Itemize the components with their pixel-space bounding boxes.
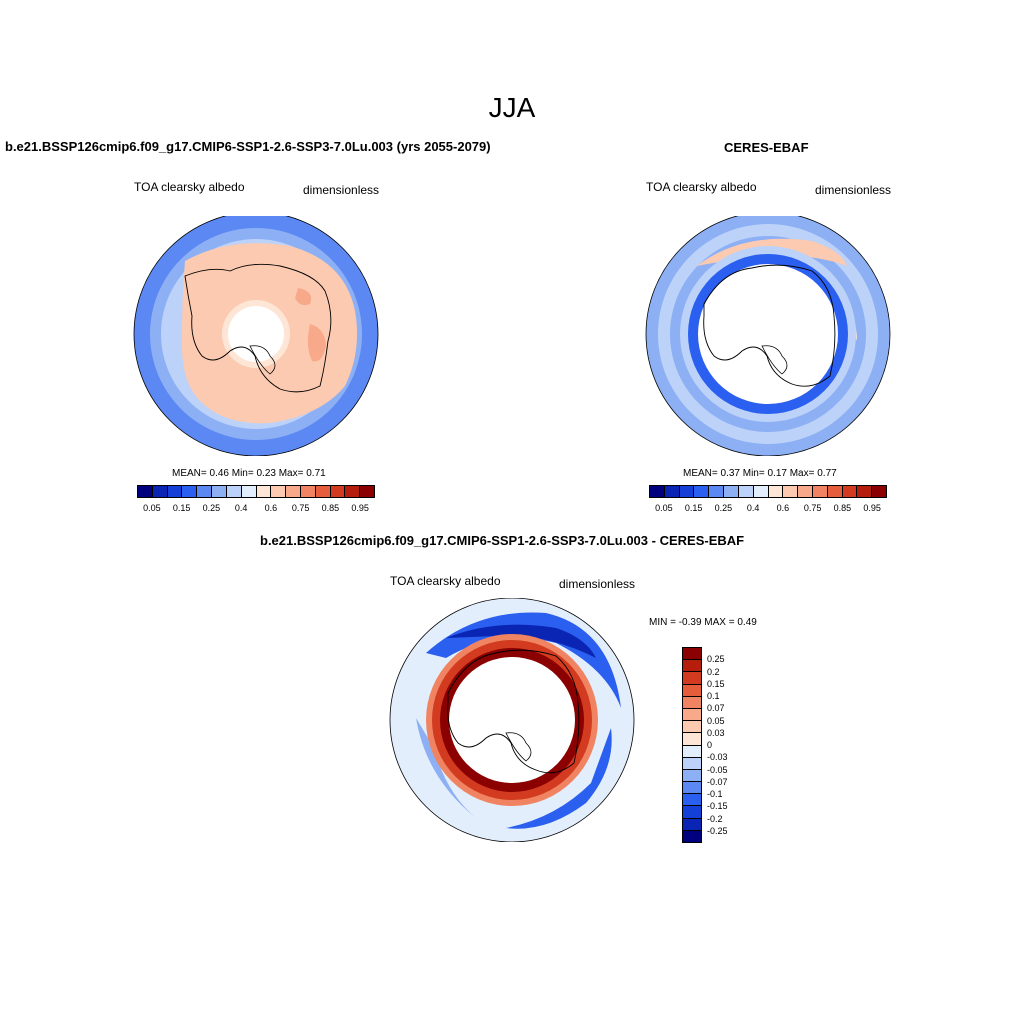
colorbar-tick-label: 0.25 [707, 654, 725, 665]
colorbar-tick-label: -0.1 [707, 789, 723, 799]
colorbar-cell [768, 486, 784, 497]
colorbar-cell [683, 684, 701, 697]
colorbar-cell [683, 708, 701, 722]
colorbar-tick-label: 0.25 [714, 503, 733, 513]
figure-title: JJA [488, 92, 536, 123]
colorbar-tick-label: 0.2 [707, 666, 720, 677]
colorbar-cell [842, 486, 858, 497]
colorbar-cell [783, 486, 799, 497]
colorbar-cell [664, 486, 680, 497]
panel-title-model: b.e21.BSSP126cmip6.f09_g17.CMIP6-SSP1-2.… [5, 139, 491, 154]
colorbar-tick-label: 0.6 [264, 503, 278, 513]
variable-label-model: TOA clearsky albedo [134, 180, 245, 194]
colorbar-tick-label: 0.05 [143, 503, 161, 513]
colorbar-cell [683, 830, 701, 842]
colorbar-tick-label: 0.15 [172, 503, 191, 513]
colorbar-cell [360, 486, 374, 497]
colorbar-cell [683, 745, 701, 758]
colorbar-tick-label: 0.15 [707, 678, 725, 689]
stats-model: MEAN= 0.46 Min= 0.23 Max= 0.71 [172, 468, 326, 479]
colorbar-cell [300, 486, 316, 497]
colorbar-cell [197, 486, 213, 497]
panel-title-diff: b.e21.BSSP126cmip6.f09_g17.CMIP6-SSP1-2.… [260, 533, 745, 548]
colorbar-tick-label: 0.03 [707, 727, 725, 738]
colorbar-cell [683, 818, 701, 831]
colorbar-cell [345, 486, 361, 497]
colorbar-cell [679, 486, 695, 497]
colorbar-cell [650, 486, 665, 497]
colorbar-cell [330, 486, 346, 497]
colorbar-tick-label: 0.6 [776, 503, 790, 513]
colorbar-cell [724, 486, 739, 497]
colorbar-tick-label: 0.75 [291, 503, 310, 513]
colorbar-tick-label: 0.75 [803, 503, 822, 513]
colorbar-cell [812, 486, 828, 497]
variable-label-diff: TOA clearsky albedo [390, 574, 501, 588]
colorbar-cell [694, 486, 710, 497]
colorbar-tick-label: 0.15 [684, 503, 703, 513]
colorbar-tick-label: -0.15 [707, 801, 728, 812]
colorbar-cell [182, 486, 198, 497]
colorbar-tick-label: 0.4 [746, 503, 760, 513]
colorbar-cell [683, 696, 701, 709]
map-diff [389, 598, 635, 842]
map-obs [645, 216, 891, 456]
colorbar-tick-label: 0.05 [707, 715, 725, 726]
colorbar-cell [167, 486, 183, 497]
colorbar-cell [683, 672, 701, 685]
colorbar-tick-label: 0.1 [707, 691, 720, 701]
colorbar-tick-label: 0.85 [833, 503, 852, 513]
colorbar-cell [738, 486, 754, 497]
colorbar-cell [753, 486, 769, 497]
colorbar-cell [241, 486, 257, 497]
colorbar-cell [857, 486, 873, 497]
colorbar-tick-label: -0.03 [707, 752, 728, 763]
colorbar-tick-label: 0.95 [863, 503, 881, 513]
colorbar-cell [226, 486, 242, 497]
colorbar-cell [872, 486, 886, 497]
colorbar-tick-label: 0.05 [655, 503, 673, 513]
colorbar-cell [152, 486, 168, 497]
colorbar-cell [286, 486, 301, 497]
colorbar-cell [683, 806, 701, 819]
colorbar-tick-label: -0.2 [707, 813, 723, 824]
colorbar-model [137, 485, 375, 498]
colorbar-obs [649, 485, 887, 498]
units-label-obs: dimensionless [815, 183, 892, 197]
colorbar-cell [798, 486, 813, 497]
colorbar-cell [709, 486, 725, 497]
colorbar-cell [212, 486, 227, 497]
colorbar-cell [683, 721, 701, 734]
colorbar-tick-label: 0.85 [321, 503, 340, 513]
colorbar-cell [683, 794, 701, 807]
colorbar-cell [683, 782, 701, 795]
colorbar-cell [683, 660, 701, 673]
panel-title-obs: CERES-EBAF [724, 140, 809, 155]
stats-obs: MEAN= 0.37 Min= 0.17 Max= 0.77 [683, 468, 837, 479]
colorbar-tick-label: -0.05 [707, 764, 728, 775]
colorbar-cell [827, 486, 843, 497]
colorbar-cell [256, 486, 272, 497]
units-label-model: dimensionless [303, 183, 380, 197]
variable-label-obs: TOA clearsky albedo [646, 180, 757, 194]
colorbar-tick-label: -0.25 [707, 825, 728, 836]
colorbar-cell [271, 486, 287, 497]
colorbar-diff [682, 647, 702, 843]
colorbar-tick-label: 0.07 [707, 703, 725, 714]
colorbar-cell [315, 486, 331, 497]
colorbar-tick-label: 0.25 [202, 503, 221, 513]
units-label-diff: dimensionless [559, 577, 636, 591]
colorbar-cell [683, 733, 701, 746]
colorbar-cell [138, 486, 153, 497]
colorbar-tick-label: 0 [707, 740, 713, 750]
colorbar-tick-label: 0.4 [234, 503, 248, 513]
colorbar-cell [683, 648, 701, 661]
colorbar-tick-label: -0.07 [707, 776, 728, 787]
colorbar-cell [683, 769, 701, 783]
stats-diff: MIN = -0.39 MAX = 0.49 [649, 617, 757, 628]
map-model [133, 216, 379, 456]
colorbar-cell [683, 757, 701, 770]
colorbar-tick-label: 0.95 [351, 503, 369, 513]
